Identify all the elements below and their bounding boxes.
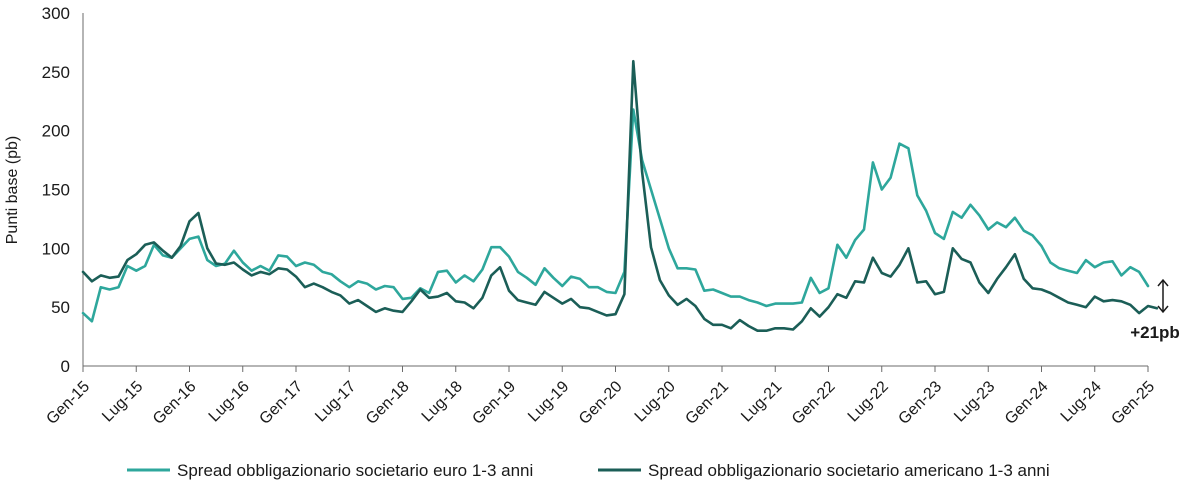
series-lines <box>81 59 1159 333</box>
y-tick-label: 0 <box>61 357 70 376</box>
y-tick-label: 50 <box>51 298 70 317</box>
x-tick-label: Gen-21 <box>682 378 732 428</box>
legend: Spread obbligazionario societario euro 1… <box>127 461 1050 480</box>
y-axis: 0 50 100 150 200 250 300 <box>42 4 84 376</box>
x-tick-label: Lug-18 <box>419 378 466 425</box>
x-tick-label: Gen-17 <box>256 378 306 428</box>
legend-label-usa: Spread obbligazionario societario americ… <box>648 461 1050 480</box>
x-tick-label: Lug-21 <box>738 378 785 425</box>
x-tick-label: Gen-23 <box>895 378 945 428</box>
x-tick-label: Gen-19 <box>469 378 519 428</box>
x-tick-label: Gen-18 <box>363 378 413 428</box>
legend-label-euro: Spread obbligazionario societario euro 1… <box>177 461 533 480</box>
x-tick-label: Gen-15 <box>43 378 93 428</box>
x-tick-label: Gen-24 <box>1002 378 1052 428</box>
x-tick-label: Lug-19 <box>525 378 572 425</box>
annotation-label: +21pb <box>1130 323 1180 342</box>
x-tick-label: Gen-22 <box>789 378 839 428</box>
x-tick-label: Gen-25 <box>1108 378 1158 428</box>
y-tick-label: 100 <box>42 239 70 258</box>
annotation-arrow-up-icon <box>1157 278 1169 287</box>
x-tick-label: Gen-20 <box>576 378 626 428</box>
series-line-usa <box>81 59 1159 333</box>
annotation-arrow-down-icon <box>1157 305 1169 314</box>
x-tick-label: Lug-24 <box>1058 378 1105 425</box>
x-tick-label: Lug-20 <box>632 378 679 425</box>
x-tick-label: Lug-17 <box>312 378 359 425</box>
y-axis-title: Punti base (pb) <box>4 136 21 245</box>
y-tick-label: 300 <box>42 4 70 23</box>
series-line-euro <box>81 108 1150 323</box>
x-tick-label: Lug-16 <box>206 378 253 425</box>
x-axis: Gen-15 Lug-15 Gen-16 Lug-16 Gen-17 Lug-17 Gen-… <box>43 365 1158 428</box>
x-tick-label: Lug-22 <box>845 378 892 425</box>
x-tick-label: Lug-23 <box>951 378 998 425</box>
x-tick-label: Gen-16 <box>150 378 200 428</box>
x-tick-label: Lug-15 <box>99 378 146 425</box>
spread-difference-annotation: +21pb <box>1130 278 1180 342</box>
y-tick-label: 200 <box>42 122 70 141</box>
y-tick-label: 150 <box>42 181 70 200</box>
y-tick-label: 250 <box>42 63 70 82</box>
